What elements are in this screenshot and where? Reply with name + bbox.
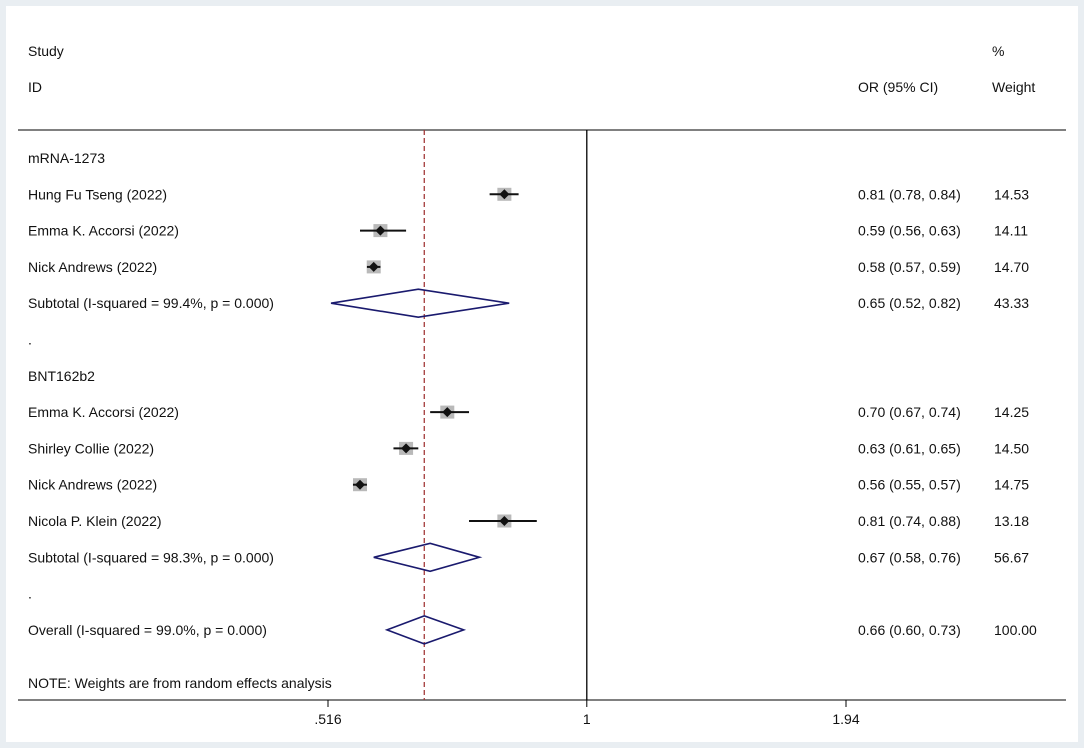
x-tick-label: 1: [583, 711, 591, 727]
x-tick-label: 1.94: [832, 711, 859, 727]
weight-value: 14.25: [994, 404, 1029, 420]
study-label: Nick Andrews (2022): [28, 259, 157, 275]
weight-value: 13.18: [994, 513, 1029, 529]
study-label: Nicola P. Klein (2022): [28, 513, 162, 529]
weight-value: 14.70: [994, 259, 1029, 275]
point-estimate: [442, 407, 453, 418]
x-tick-label: .516: [314, 711, 341, 727]
weight-value: 43.33: [994, 295, 1029, 311]
point-estimate: [375, 225, 386, 236]
or-ci-value: 0.63 (0.61, 0.65): [858, 440, 961, 456]
subtotal-label: Subtotal (I-squared = 99.4%, p = 0.000): [28, 295, 274, 311]
weight-value: 56.67: [994, 549, 1029, 565]
forest-plot-panel: Study ID OR (95% CI) % Weight NOTE: Weig…: [6, 6, 1078, 742]
group-label: BNT162b2: [28, 368, 95, 384]
header-study: Study: [28, 43, 64, 59]
study-label: Emma K. Accorsi (2022): [28, 223, 179, 239]
point-estimate: [355, 479, 366, 490]
spacer-dot: .: [28, 332, 32, 348]
header-weight-percent: %: [992, 43, 1004, 59]
or-ci-value: 0.67 (0.58, 0.76): [858, 549, 961, 565]
or-ci-value: 0.56 (0.55, 0.57): [858, 477, 961, 493]
or-ci-value: 0.66 (0.60, 0.73): [858, 622, 961, 638]
subtotal-diamond: [330, 288, 510, 319]
subtotal-label: Subtotal (I-squared = 98.3%, p = 0.000): [28, 549, 274, 565]
or-ci-value: 0.70 (0.67, 0.74): [858, 404, 961, 420]
or-ci-value: 0.59 (0.56, 0.63): [858, 223, 961, 239]
header-effect: OR (95% CI): [858, 79, 938, 95]
or-ci-value: 0.81 (0.74, 0.88): [858, 513, 961, 529]
point-estimate: [401, 443, 412, 454]
point-estimate: [499, 516, 510, 526]
or-ci-value: 0.65 (0.52, 0.82): [858, 295, 961, 311]
note-text: NOTE: Weights are from random effects an…: [28, 675, 332, 691]
point-estimate: [368, 261, 379, 272]
weight-value: 14.11: [994, 223, 1028, 239]
weight-value: 14.50: [994, 440, 1029, 456]
or-ci-value: 0.81 (0.78, 0.84): [858, 186, 961, 202]
header-weight: Weight: [992, 79, 1035, 95]
study-label: Nick Andrews (2022): [28, 477, 157, 493]
point-estimate: [499, 189, 510, 200]
study-label: Emma K. Accorsi (2022): [28, 404, 179, 420]
weight-value: 14.75: [994, 477, 1029, 493]
group-label: mRNA-1273: [28, 150, 105, 166]
weight-value: 14.53: [994, 186, 1029, 202]
forest-plot: Study ID OR (95% CI) % Weight NOTE: Weig…: [18, 43, 1066, 727]
or-ci-value: 0.58 (0.57, 0.59): [858, 259, 961, 275]
overall-diamond: [384, 615, 467, 645]
subtotal-diamond: [373, 542, 483, 573]
header-id: ID: [28, 79, 42, 95]
spacer-dot: .: [28, 586, 32, 602]
study-label: Shirley Collie (2022): [28, 440, 154, 456]
overall-label: Overall (I-squared = 99.0%, p = 0.000): [28, 622, 267, 638]
study-label: Hung Fu Tseng (2022): [28, 186, 167, 202]
weight-value: 100.00: [994, 622, 1037, 638]
